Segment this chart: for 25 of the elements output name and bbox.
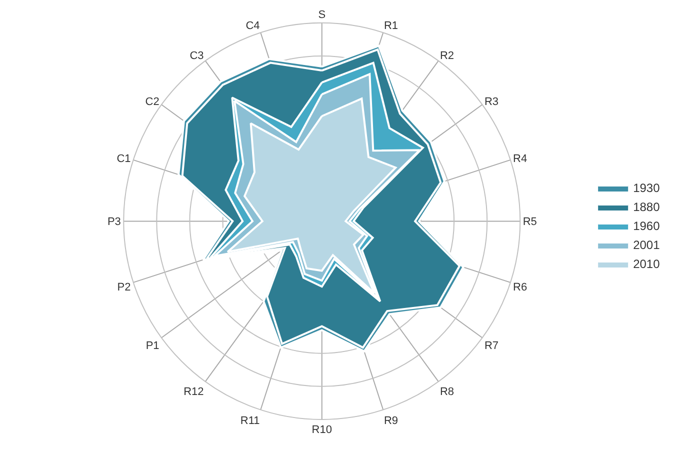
spoke-label: S: [318, 9, 326, 22]
spoke-label: R8: [440, 386, 454, 398]
legend-label: 2001: [633, 238, 660, 252]
spoke-label: R4: [513, 153, 528, 166]
spoke-label: R7: [484, 340, 499, 352]
spoke-label: R3: [484, 96, 499, 108]
spoke-label: C1: [116, 153, 131, 166]
legend-label: 1880: [633, 200, 660, 214]
spoke-label: C3: [190, 50, 204, 62]
spoke-label: C2: [145, 96, 160, 108]
spoke-label: R9: [384, 414, 398, 427]
spoke-label: R12: [184, 386, 204, 398]
spoke-label: P2: [117, 281, 131, 294]
legend-label: 2010: [633, 257, 660, 272]
spoke-label: R2: [440, 50, 454, 62]
spoke-label: P1: [146, 340, 160, 352]
legend-label: 1930: [633, 181, 660, 196]
spoke-label: P3: [107, 216, 121, 228]
spoke-label: R10: [312, 424, 332, 436]
spoke-label: R6: [513, 281, 528, 294]
spoke-label: C4: [246, 20, 260, 32]
spoke-label: R1: [384, 20, 398, 32]
legend-label: 1960: [633, 219, 660, 234]
spoke-label: R5: [522, 216, 537, 228]
spoke-label: R11: [240, 414, 260, 427]
